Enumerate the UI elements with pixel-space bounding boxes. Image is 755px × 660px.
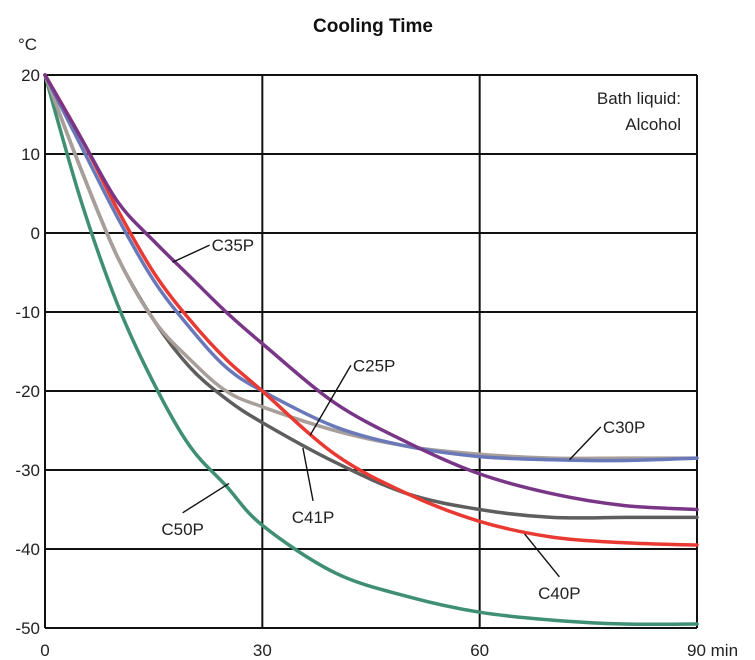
y-tick-label: -40 xyxy=(15,540,40,559)
annotation-line: Bath liquid: xyxy=(597,89,681,108)
series-line-c40p xyxy=(43,73,699,547)
grid xyxy=(44,74,698,629)
x-tick-label: 0 xyxy=(40,641,49,660)
series-label-c50p: C50P xyxy=(161,520,204,539)
series-lines xyxy=(43,73,699,627)
y-tick-label: -20 xyxy=(15,382,40,401)
series-line-c41p xyxy=(43,73,699,520)
series-label-c30p: C30P xyxy=(603,418,646,437)
y-tick-label: 20 xyxy=(21,66,40,85)
series-line-c25p xyxy=(43,73,699,461)
series-line-c50p xyxy=(43,73,699,627)
label-leader-c35p xyxy=(172,244,210,263)
y-tick-label: 0 xyxy=(31,224,40,243)
series-label-c35p: C35P xyxy=(212,236,255,255)
label-leader-c50p xyxy=(182,482,230,514)
bath-liquid-note: Bath liquid: Alcohol xyxy=(597,89,681,134)
series-labels: C35P C25P C30P C41P C50P C40P xyxy=(161,236,645,603)
series-line-c30p xyxy=(43,73,699,463)
x-tick-label: 90 min xyxy=(687,641,738,660)
series-line-c35p xyxy=(43,73,699,512)
label-leader-c25p xyxy=(309,364,352,436)
series-label-c25p: C25P xyxy=(353,356,396,375)
y-tick-label: 10 xyxy=(21,145,40,164)
label-leader-c40p xyxy=(524,533,560,578)
chart-title: Cooling Time xyxy=(313,16,433,37)
label-leader-c41p xyxy=(302,447,314,502)
label-leader-c30p xyxy=(568,426,602,461)
x-tick-label: 60 xyxy=(470,641,489,660)
series-label-c40p: C40P xyxy=(538,584,581,603)
y-tick-label: -30 xyxy=(15,461,40,480)
y-axis-unit: °C xyxy=(18,35,37,54)
y-tick-label: -10 xyxy=(15,303,40,322)
x-tick-label: 30 xyxy=(253,641,272,660)
series-label-c41p: C41P xyxy=(292,508,335,527)
y-tick-label: -50 xyxy=(15,619,40,638)
annotation-line: Alcohol xyxy=(625,115,681,134)
